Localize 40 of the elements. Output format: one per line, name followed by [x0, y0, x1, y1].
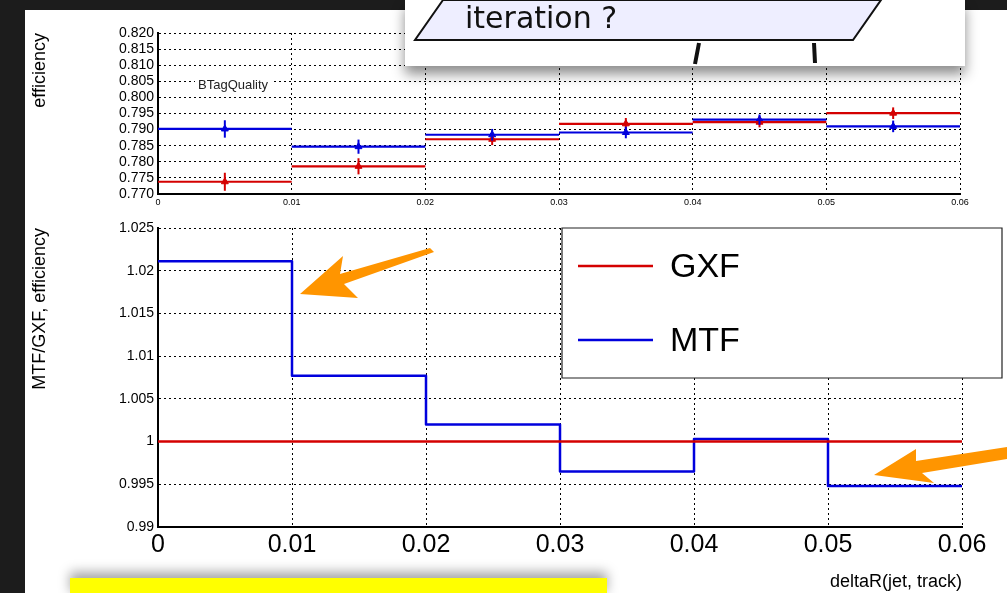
y-tick-label: 1.02 [126, 261, 155, 278]
x-tick-label: 0.04 [669, 528, 719, 557]
annotation: iteration ? [465, 0, 618, 36]
x-tick-label: 0.03 [550, 196, 568, 207]
y-axis-title: MTF/GXF, efficiency [28, 228, 49, 390]
y-tick-label: 0.790 [118, 120, 155, 137]
legend-label: MTF [670, 320, 740, 359]
y-tick-label: 1.015 [118, 304, 155, 321]
x-tick-label: 0 [155, 196, 161, 207]
y-tick-label: 0.770 [118, 184, 155, 201]
x-tick-label: 0.01 [282, 196, 301, 207]
annotation: BTagQuality [198, 76, 269, 92]
y-tick-label: 0.810 [118, 56, 155, 73]
x-tick-label: 0.06 [951, 196, 969, 207]
x-tick-label: 0.03 [535, 528, 585, 557]
y-tick-label: 1.01 [126, 347, 155, 363]
y-axis-title: efficiency [28, 33, 49, 108]
y-tick-label: 1.025 [118, 218, 155, 235]
y-tick-label: 1.005 [118, 389, 155, 406]
legend-label: GXF [670, 246, 740, 285]
x-axis-title: deltaR(jet, track) [829, 571, 962, 592]
x-tick-label: 0.06 [937, 528, 987, 557]
y-tick-label: 0.995 [118, 475, 155, 492]
y-tick-label: 0.775 [118, 168, 155, 185]
y-tick-label: 0.785 [118, 136, 155, 153]
y-tick-label: 0.815 [118, 39, 155, 56]
x-tick-label: 0.05 [803, 528, 853, 557]
x-tick-label: 0.05 [817, 196, 836, 207]
y-tick-label: 1 [146, 432, 155, 449]
x-tick-label: 0.04 [683, 196, 702, 207]
x-tick-label: 0.02 [416, 196, 435, 207]
callout-box: iteration ? [405, 0, 965, 66]
y-tick-label: 0.820 [118, 23, 155, 40]
y-tick-label: 0.795 [118, 104, 155, 121]
y-tick-label: 0.805 [118, 72, 155, 89]
y-tick-label: 0.99 [126, 517, 155, 534]
y-tick-label: 0.780 [118, 152, 155, 169]
y-tick-label: 0.800 [118, 88, 155, 105]
x-tick-label: 0.01 [267, 528, 317, 557]
x-tick-label: 0.02 [401, 528, 451, 557]
